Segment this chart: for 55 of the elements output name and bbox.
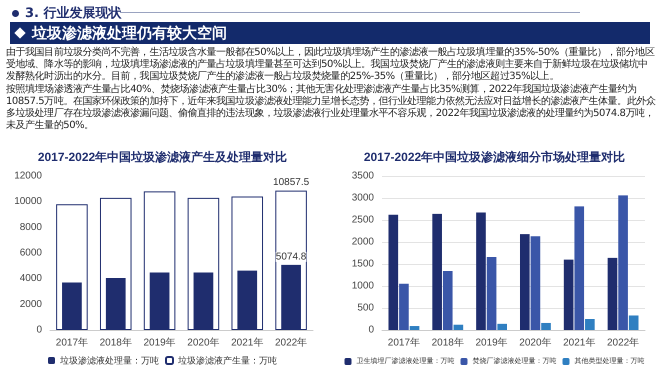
x-tick-label: 2018年 [100, 336, 132, 348]
bar [608, 258, 618, 330]
y-tick-label: 12000 [14, 170, 42, 182]
bar [399, 284, 409, 330]
data-label: 5074.8 [276, 251, 307, 262]
y-tick-label: 6000 [20, 248, 42, 258]
x-tick-label: 2022年 [606, 336, 640, 348]
x-tick-label: 2020年 [519, 336, 552, 348]
y-tick-label: 1000 [352, 280, 374, 292]
y-tick-label: 1500 [352, 258, 374, 270]
y-tick-label: 3000 [352, 192, 374, 204]
legend-label: 垃圾渗滤液处理量：万吨 [59, 356, 159, 366]
y-tick-label: 4000 [20, 273, 42, 284]
x-tick-label: 2021年 [563, 336, 596, 348]
y-tick-label: 2000 [20, 298, 42, 310]
bar [432, 214, 442, 330]
y-tick-label: 8000 [20, 222, 42, 233]
x-tick-label: 2020年 [187, 336, 220, 348]
y-tick-label: 10000 [14, 196, 42, 208]
text: 由于我国目前垃圾分类尚不完善，生活垃圾含水量一般都在50%以上，因此垃圾填埋场产生的渗滤液一般占垃圾填埋量的35%-50%（重量比），部分地区受地域、降水等的影响，垃圾填埋场渗滤液的产量占垃圾填埋量甚至可达到50%以上。我国垃圾焚烧厂产生的渗滤液则主要来自于新鲜垃圾在垃圾储坑中发酵熟化时沥出的水分。目前，我国垃圾焚烧厂产生的渗滤液一般占垃圾焚烧量的25%-35%（重量比），部分地区超过35%以上。 [6, 47, 656, 83]
y-tick-label: 0 [368, 324, 374, 336]
y-tick-label: 2500 [352, 214, 374, 226]
bar [497, 324, 508, 330]
bar [585, 319, 595, 330]
y-tick-label: 0 [36, 324, 42, 336]
bar [410, 326, 420, 330]
bar [541, 322, 551, 330]
bar [574, 206, 584, 330]
x-tick-label: 2017年 [56, 336, 88, 348]
x-tick-label: 2018年 [432, 336, 464, 348]
bar [454, 324, 464, 330]
bar [520, 234, 530, 330]
data-label: 10857.5 [273, 177, 310, 188]
text: 垃圾渗滤液处理仍有较大空间 [32, 24, 227, 42]
x-tick-label: 2017年 [388, 336, 420, 348]
bar [564, 260, 574, 330]
y-tick-label: 2000 [352, 236, 374, 248]
text: 按照填埋场渗透液产生量占比40%、焚烧场渗滤液产生量占比30%；其他无害化处理渗滤液产生量占比35%测算，2022年我国垃圾渗滤液产生量约为10857.5万吨。在国家环保政策的加持下，近年来我国垃圾渗滤液处理能力呈增长态势，但行业处理能力依然无法应对日益增长的渗滤液产生体量。此外众多垃圾处理厂存在垃圾渗滤液渗漏问题、偷偷直排的违法现象，垃圾渗滤液行业处理量水平不容乐观，2022年我国垃圾渗滤液的处理量约为5074.8万吨，未及产生量的50%。 [6, 84, 656, 132]
bar [442, 271, 453, 330]
legend-label: 垃圾渗滤液产生量：万吨 [177, 356, 277, 366]
x-tick-label: 2022年 [274, 336, 308, 348]
x-tick-label: 2019年 [475, 336, 508, 348]
y-tick-label: 3500 [352, 170, 374, 182]
bar [628, 315, 639, 330]
x-tick-label: 2019年 [143, 336, 176, 348]
x-tick-label: 2021年 [231, 336, 264, 348]
bar [476, 212, 486, 330]
bar [618, 195, 628, 330]
y-tick-label: 500 [357, 302, 374, 314]
bar [530, 236, 540, 330]
chart-title: 2017-2022年中国垃圾渗滤液产生及处理量对比 [38, 150, 288, 164]
bar [486, 256, 496, 330]
bar [388, 214, 398, 330]
chart-title: 2017-2022年中国垃圾渗滤液细分市场处理量对比 [364, 150, 626, 164]
text: 3. 行业发展现状 [25, 5, 122, 22]
